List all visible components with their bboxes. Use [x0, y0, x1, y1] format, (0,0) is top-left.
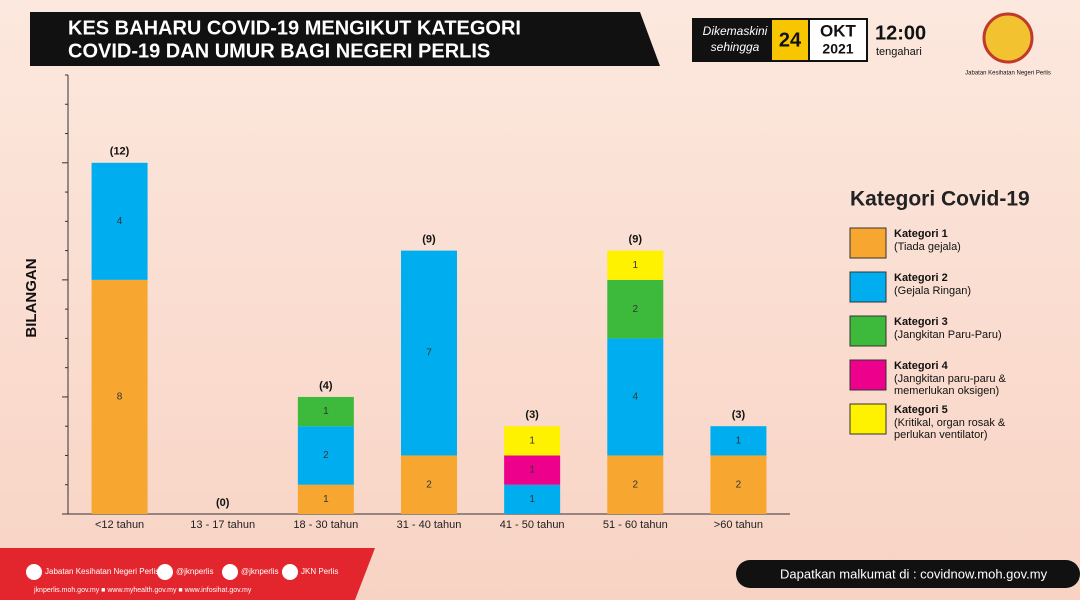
segment-label: 8: [117, 392, 123, 403]
icon: [157, 564, 173, 580]
footer-banner: [0, 548, 375, 600]
bar-segment: [401, 455, 457, 514]
x-tick-label: 31 - 40 tahun: [397, 519, 462, 531]
logo: [982, 12, 1034, 64]
time: 12:00: [875, 22, 926, 44]
segment-label: 2: [633, 479, 639, 490]
legend-description: (Jangkitan Paru-Paru): [894, 329, 1002, 341]
legend-swatch: [849, 271, 887, 303]
title-banner: [30, 12, 660, 66]
bar-segment: [710, 426, 767, 456]
legend-description: (Tiada gejala): [894, 241, 961, 253]
legend-title: Kategori Covid-19: [850, 188, 1030, 211]
legend-description: memerlukan oksigen): [894, 385, 999, 397]
segment-label: 1: [529, 465, 535, 476]
year: 2021: [822, 41, 853, 57]
icon: [222, 564, 238, 580]
segment-label: 2: [426, 479, 432, 490]
segment-label: 2: [633, 304, 639, 315]
title: KES BAHARU COVID-19 MENGIKUT KATEGORI: [68, 17, 521, 39]
segment-label: 1: [323, 494, 329, 505]
legend-description: (Jangkitan paru-paru &: [894, 373, 1007, 385]
segment-label: 2: [323, 450, 329, 461]
social: JKN Perlis: [301, 567, 338, 576]
total-label: (4): [319, 380, 333, 392]
time-note: tengahari: [876, 46, 922, 58]
segment-label: 7: [426, 348, 432, 359]
agency: Jabatan Kesihatan Negeri Perlis: [965, 71, 1051, 77]
legend-swatch: [849, 403, 887, 435]
legend-name: Kategori 3: [894, 316, 948, 328]
bar-segment: [504, 455, 561, 485]
legend-description: (Kritikal, organ rosak &: [894, 417, 1006, 429]
bar-segment: [710, 455, 767, 514]
bar-segment: [607, 455, 664, 514]
legend-swatch: [849, 227, 887, 259]
total-label: (3): [732, 409, 746, 421]
icon: [26, 564, 42, 580]
segment-label: 4: [633, 392, 639, 403]
bar-segment: [607, 338, 664, 456]
bar-segment: [91, 162, 148, 280]
segment-label: 4: [117, 216, 123, 227]
info: Dapatkan malkumat di : covidnow.moh.gov.…: [780, 566, 1048, 581]
segment-label: 2: [736, 479, 742, 490]
bar-segment: [401, 250, 457, 456]
bar-segment: [297, 484, 354, 514]
legend-swatch: [849, 315, 887, 347]
updated-label: Dikemaskini: [703, 24, 768, 38]
bar-segment: [297, 426, 354, 485]
legend-name: Kategori 5: [894, 404, 948, 416]
total-label: (9): [422, 234, 436, 246]
month-box: [810, 20, 866, 60]
links: jknperlis.moh.gov.my ■ www.myhealth.gov.…: [33, 587, 252, 594]
x-tick-label: 18 - 30 tahun: [293, 519, 358, 531]
legend-description: perlukan ventilator): [894, 429, 988, 441]
legend-description: (Gejala Ringan): [894, 285, 971, 297]
legend-name: Kategori 4: [894, 360, 949, 372]
bar-segment: [504, 426, 561, 456]
title: COVID-19 DAN UMUR BAGI NEGERI PERLIS: [68, 40, 490, 62]
segment-label: 1: [529, 435, 535, 446]
total-label: (12): [110, 146, 130, 158]
bar-segment: [607, 250, 664, 280]
icon: [282, 564, 298, 580]
bar-segment: [297, 396, 354, 427]
total-label: (3): [525, 409, 539, 421]
day: 24: [779, 29, 802, 51]
legend-swatch: [849, 359, 887, 391]
total-label: (0): [216, 497, 230, 509]
bar-segment: [607, 279, 664, 339]
x-tick-label: 51 - 60 tahun: [603, 519, 668, 531]
legend-name: Kategori 1: [894, 228, 948, 240]
social: @jknperlis: [176, 567, 213, 576]
bar-segment: [504, 484, 561, 514]
segment-label: 1: [529, 494, 535, 505]
bar-segment: [91, 279, 148, 514]
total-label: (9): [629, 234, 643, 246]
segment-label: 1: [736, 435, 742, 446]
info-pill: [736, 560, 1080, 588]
x-tick-label: 41 - 50 tahun: [500, 519, 565, 531]
x-tick-label: 13 - 17 tahun: [190, 519, 255, 531]
social: @jknperlis: [241, 567, 278, 576]
legend-name: Kategori 2: [894, 272, 948, 284]
x-tick-label: >60 tahun: [714, 519, 763, 531]
x-tick-label: <12 tahun: [95, 519, 144, 531]
social: Jabatan Kesihatan Negeri Perlis: [45, 567, 159, 576]
day-box: [772, 20, 808, 60]
updated-label: sehingga: [711, 40, 760, 54]
month: OKT: [820, 21, 857, 40]
y-axis-label: BILANGAN: [23, 258, 40, 337]
segment-label: 1: [323, 406, 329, 417]
segment-label: 1: [633, 260, 639, 271]
